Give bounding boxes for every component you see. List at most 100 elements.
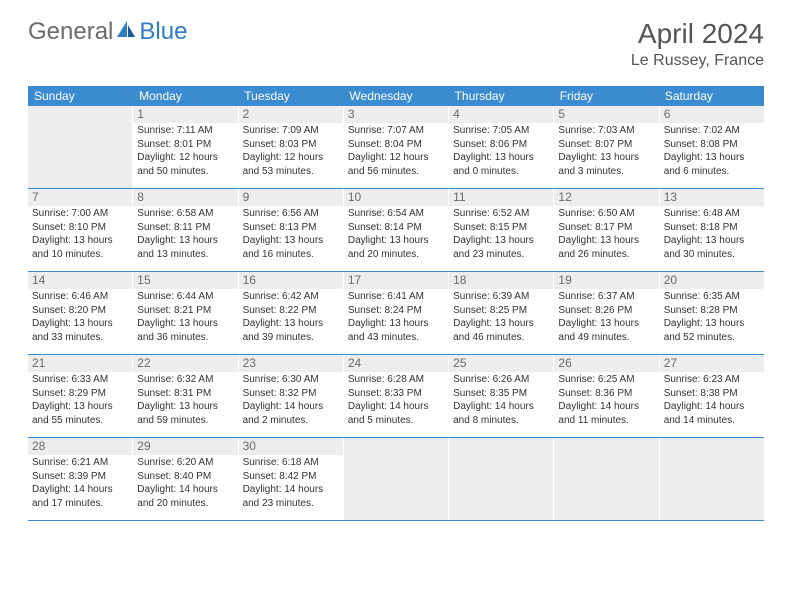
- day-sunset-text: Sunset: 8:01 PM: [137, 139, 233, 152]
- day-sunrise-text: Sunrise: 6:48 AM: [664, 208, 760, 221]
- day-day2-text: and 55 minutes.: [32, 415, 128, 428]
- day-number: 26: [554, 355, 658, 372]
- day-day2-text: and 6 minutes.: [664, 166, 760, 179]
- day-sunrise-text: Sunrise: 6:32 AM: [137, 374, 233, 387]
- day-day1-text: Daylight: 13 hours: [243, 318, 339, 331]
- calendar-day: 30Sunrise: 6:18 AMSunset: 8:42 PMDayligh…: [239, 438, 344, 520]
- day-day1-text: Daylight: 14 hours: [137, 484, 233, 497]
- day-number: 2: [239, 106, 343, 123]
- calendar-day: 22Sunrise: 6:32 AMSunset: 8:31 PMDayligh…: [133, 355, 238, 437]
- calendar-day: 27Sunrise: 6:23 AMSunset: 8:38 PMDayligh…: [660, 355, 764, 437]
- day-number: 30: [239, 438, 343, 455]
- day-number: 9: [239, 189, 343, 206]
- calendar-day: 3Sunrise: 7:07 AMSunset: 8:04 PMDaylight…: [344, 106, 449, 188]
- day-sunset-text: Sunset: 8:11 PM: [137, 222, 233, 235]
- day-sunrise-text: Sunrise: 6:28 AM: [348, 374, 444, 387]
- day-number: 11: [449, 189, 553, 206]
- day-day2-text: and 53 minutes.: [243, 166, 339, 179]
- day-number: 5: [554, 106, 658, 123]
- day-sunset-text: Sunset: 8:07 PM: [558, 139, 654, 152]
- day-day1-text: Daylight: 14 hours: [243, 401, 339, 414]
- day-sunset-text: Sunset: 8:36 PM: [558, 388, 654, 401]
- calendar-week: 1Sunrise: 7:11 AMSunset: 8:01 PMDaylight…: [28, 106, 764, 189]
- page-header: General Blue April 2024 Le Russey, Franc…: [0, 0, 792, 78]
- day-sunrise-text: Sunrise: 6:35 AM: [664, 291, 760, 304]
- day-number: 14: [28, 272, 132, 289]
- day-number: 25: [449, 355, 553, 372]
- calendar-day: 9Sunrise: 6:56 AMSunset: 8:13 PMDaylight…: [239, 189, 344, 271]
- day-number: 19: [554, 272, 658, 289]
- weekday-header-row: SundayMondayTuesdayWednesdayThursdayFrid…: [28, 86, 764, 106]
- calendar-day: 23Sunrise: 6:30 AMSunset: 8:32 PMDayligh…: [239, 355, 344, 437]
- day-sunset-text: Sunset: 8:31 PM: [137, 388, 233, 401]
- calendar-body: 1Sunrise: 7:11 AMSunset: 8:01 PMDaylight…: [28, 106, 764, 521]
- calendar-day: 24Sunrise: 6:28 AMSunset: 8:33 PMDayligh…: [344, 355, 449, 437]
- day-day1-text: Daylight: 13 hours: [558, 235, 654, 248]
- day-sunset-text: Sunset: 8:38 PM: [664, 388, 760, 401]
- calendar-day: 26Sunrise: 6:25 AMSunset: 8:36 PMDayligh…: [554, 355, 659, 437]
- calendar-day: 14Sunrise: 6:46 AMSunset: 8:20 PMDayligh…: [28, 272, 133, 354]
- calendar-day: 7Sunrise: 7:00 AMSunset: 8:10 PMDaylight…: [28, 189, 133, 271]
- calendar-week: 21Sunrise: 6:33 AMSunset: 8:29 PMDayligh…: [28, 355, 764, 438]
- day-day2-text: and 2 minutes.: [243, 415, 339, 428]
- day-sunrise-text: Sunrise: 6:30 AM: [243, 374, 339, 387]
- calendar-day: 10Sunrise: 6:54 AMSunset: 8:14 PMDayligh…: [344, 189, 449, 271]
- day-day2-text: and 33 minutes.: [32, 332, 128, 345]
- calendar-day-empty: [28, 106, 133, 188]
- day-day1-text: Daylight: 13 hours: [137, 401, 233, 414]
- day-day1-text: Daylight: 13 hours: [348, 318, 444, 331]
- day-number: 8: [133, 189, 237, 206]
- day-sunrise-text: Sunrise: 6:21 AM: [32, 457, 128, 470]
- day-sunset-text: Sunset: 8:03 PM: [243, 139, 339, 152]
- day-sunset-text: Sunset: 8:39 PM: [32, 471, 128, 484]
- day-day2-text: and 50 minutes.: [137, 166, 233, 179]
- calendar-day: 8Sunrise: 6:58 AMSunset: 8:11 PMDaylight…: [133, 189, 238, 271]
- day-day1-text: Daylight: 14 hours: [453, 401, 549, 414]
- day-day1-text: Daylight: 13 hours: [558, 318, 654, 331]
- calendar: SundayMondayTuesdayWednesdayThursdayFrid…: [28, 86, 764, 521]
- day-day2-text: and 46 minutes.: [453, 332, 549, 345]
- calendar-day: 19Sunrise: 6:37 AMSunset: 8:26 PMDayligh…: [554, 272, 659, 354]
- day-sunrise-text: Sunrise: 6:18 AM: [243, 457, 339, 470]
- day-day2-text: and 8 minutes.: [453, 415, 549, 428]
- day-day2-text: and 11 minutes.: [558, 415, 654, 428]
- title-block: April 2024 Le Russey, France: [631, 18, 764, 70]
- day-sunset-text: Sunset: 8:26 PM: [558, 305, 654, 318]
- weekday-label: Thursday: [449, 86, 554, 106]
- day-number: 29: [133, 438, 237, 455]
- day-day1-text: Daylight: 13 hours: [453, 235, 549, 248]
- month-title: April 2024: [631, 18, 764, 50]
- weekday-label: Saturday: [659, 86, 764, 106]
- logo-sail-icon: [115, 18, 137, 46]
- day-sunrise-text: Sunrise: 6:23 AM: [664, 374, 760, 387]
- day-day2-text: and 59 minutes.: [137, 415, 233, 428]
- day-sunset-text: Sunset: 8:17 PM: [558, 222, 654, 235]
- day-sunset-text: Sunset: 8:13 PM: [243, 222, 339, 235]
- day-sunset-text: Sunset: 8:10 PM: [32, 222, 128, 235]
- day-number: 28: [28, 438, 132, 455]
- calendar-day-empty: [344, 438, 449, 520]
- day-day2-text: and 56 minutes.: [348, 166, 444, 179]
- day-day1-text: Daylight: 13 hours: [32, 235, 128, 248]
- day-day1-text: Daylight: 14 hours: [664, 401, 760, 414]
- day-day2-text: and 26 minutes.: [558, 249, 654, 262]
- day-number: 24: [344, 355, 448, 372]
- day-sunrise-text: Sunrise: 6:41 AM: [348, 291, 444, 304]
- day-sunrise-text: Sunrise: 7:02 AM: [664, 125, 760, 138]
- day-sunrise-text: Sunrise: 7:05 AM: [453, 125, 549, 138]
- day-day2-text: and 49 minutes.: [558, 332, 654, 345]
- day-day1-text: Daylight: 12 hours: [348, 152, 444, 165]
- day-day1-text: Daylight: 13 hours: [32, 401, 128, 414]
- day-day2-text: and 20 minutes.: [137, 498, 233, 511]
- day-sunrise-text: Sunrise: 6:54 AM: [348, 208, 444, 221]
- day-day1-text: Daylight: 14 hours: [243, 484, 339, 497]
- calendar-day: 13Sunrise: 6:48 AMSunset: 8:18 PMDayligh…: [660, 189, 764, 271]
- day-number: 20: [660, 272, 764, 289]
- day-number: 21: [28, 355, 132, 372]
- calendar-day: 20Sunrise: 6:35 AMSunset: 8:28 PMDayligh…: [660, 272, 764, 354]
- day-sunset-text: Sunset: 8:24 PM: [348, 305, 444, 318]
- day-sunset-text: Sunset: 8:04 PM: [348, 139, 444, 152]
- calendar-day: 2Sunrise: 7:09 AMSunset: 8:03 PMDaylight…: [239, 106, 344, 188]
- calendar-day: 5Sunrise: 7:03 AMSunset: 8:07 PMDaylight…: [554, 106, 659, 188]
- location-label: Le Russey, France: [631, 52, 764, 70]
